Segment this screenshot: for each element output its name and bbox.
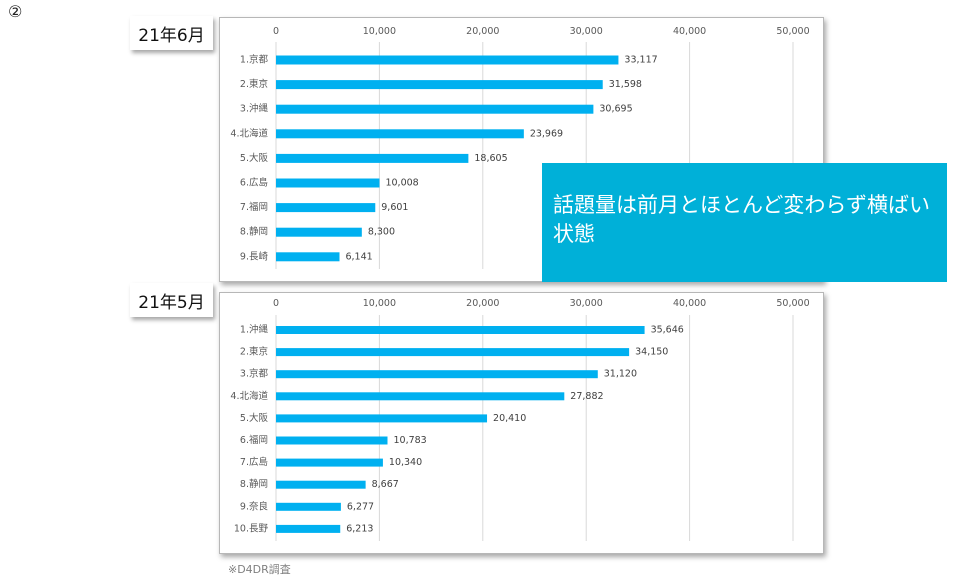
data-label: 10,340 bbox=[389, 457, 422, 468]
data-label: 27,882 bbox=[570, 391, 603, 402]
chart-june-frame: 0 10,000 20,000 30,000 40,000 50,000 1.京都 33,11… bbox=[219, 17, 824, 282]
bar bbox=[276, 348, 630, 357]
category-label: 8.静岡 bbox=[240, 226, 268, 238]
tick-label: 50,000 bbox=[776, 298, 809, 309]
category-label: 4.北海道 bbox=[230, 390, 268, 402]
category-label: 1.沖縄 bbox=[240, 324, 269, 336]
summary-callout: 話題量は前月とほとんど変わらず横ばい状態 bbox=[542, 163, 947, 282]
data-label: 10,008 bbox=[385, 178, 418, 189]
category-label: 4.北海道 bbox=[230, 127, 268, 139]
summary-callout-text: 話題量は前月とほとんど変わらず横ばい状態 bbox=[553, 193, 930, 246]
bar bbox=[276, 227, 362, 237]
bar bbox=[276, 104, 594, 114]
data-label: 23,969 bbox=[530, 128, 563, 139]
bar bbox=[276, 480, 366, 489]
data-label: 8,667 bbox=[372, 479, 399, 490]
data-label: 10,783 bbox=[393, 435, 426, 446]
data-label: 33,117 bbox=[624, 55, 657, 66]
bar bbox=[276, 129, 524, 139]
tick-label: 40,000 bbox=[673, 26, 706, 37]
data-label: 31,598 bbox=[609, 79, 642, 90]
bar bbox=[276, 414, 488, 423]
bar bbox=[276, 252, 340, 262]
chart-june-svg: 0 10,000 20,000 30,000 40,000 50,000 1.京都 33,11… bbox=[230, 26, 810, 269]
section-number: ② bbox=[8, 2, 23, 21]
data-label: 6,141 bbox=[345, 251, 372, 262]
category-label: 9.長崎 bbox=[240, 250, 269, 262]
bar bbox=[276, 153, 469, 163]
tick-label: 10,000 bbox=[363, 298, 396, 309]
tick-label: 40,000 bbox=[673, 298, 706, 309]
data-label: 30,695 bbox=[599, 104, 632, 115]
bar bbox=[276, 524, 341, 533]
tick-label: 50,000 bbox=[776, 26, 809, 37]
bar bbox=[276, 203, 376, 213]
category-label: 8.静岡 bbox=[240, 478, 268, 490]
category-label: 2.東京 bbox=[240, 346, 268, 358]
data-label: 6,213 bbox=[346, 523, 373, 534]
category-label: 6.広島 bbox=[240, 177, 268, 189]
bar bbox=[276, 55, 619, 65]
data-label: 35,646 bbox=[651, 325, 684, 336]
category-label: 1.京都 bbox=[240, 54, 269, 66]
data-label: 9,601 bbox=[381, 202, 408, 213]
bar bbox=[276, 458, 383, 467]
category-label: 9.奈良 bbox=[240, 500, 269, 512]
tick-label: 0 bbox=[273, 26, 279, 37]
bar bbox=[276, 436, 388, 445]
category-label: 10.長野 bbox=[234, 523, 269, 534]
chart-may-title: 21年5月 bbox=[130, 283, 213, 317]
bar bbox=[276, 392, 565, 401]
tick-label: 30,000 bbox=[570, 298, 603, 309]
tick-label: 0 bbox=[273, 298, 279, 309]
category-label: 5.大阪 bbox=[240, 152, 269, 164]
category-label: 3.沖縄 bbox=[240, 103, 269, 115]
bar bbox=[276, 370, 598, 379]
category-label: 7.福岡 bbox=[240, 201, 268, 213]
chart-june-title: 21年6月 bbox=[130, 16, 213, 50]
bar bbox=[276, 326, 645, 334]
bar bbox=[276, 502, 341, 511]
data-label: 34,150 bbox=[635, 347, 668, 358]
data-label: 6,277 bbox=[347, 501, 374, 512]
chart-may-frame: 0 10,000 20,000 30,000 40,000 50,000 1.沖縄 35,64… bbox=[219, 292, 824, 554]
bar bbox=[276, 178, 380, 188]
tick-label: 20,000 bbox=[466, 26, 499, 37]
bar bbox=[276, 80, 603, 90]
category-label: 2.東京 bbox=[240, 78, 268, 90]
chart-may-svg: 0 10,000 20,000 30,000 40,000 50,000 1.沖縄 35,64… bbox=[230, 298, 810, 541]
category-label: 5.大阪 bbox=[240, 412, 269, 424]
source-note: ※D4DR調査 bbox=[228, 563, 291, 576]
tick-label: 10,000 bbox=[363, 26, 396, 37]
tick-label: 20,000 bbox=[466, 298, 499, 309]
category-label: 3.京都 bbox=[240, 368, 269, 380]
data-label: 20,410 bbox=[493, 413, 526, 424]
data-label: 8,300 bbox=[368, 227, 395, 238]
data-label: 18,605 bbox=[474, 153, 507, 164]
category-label: 6.福岡 bbox=[240, 434, 268, 446]
tick-label: 30,000 bbox=[570, 26, 603, 37]
category-label: 7.広島 bbox=[240, 456, 268, 468]
data-label: 31,120 bbox=[604, 369, 637, 380]
